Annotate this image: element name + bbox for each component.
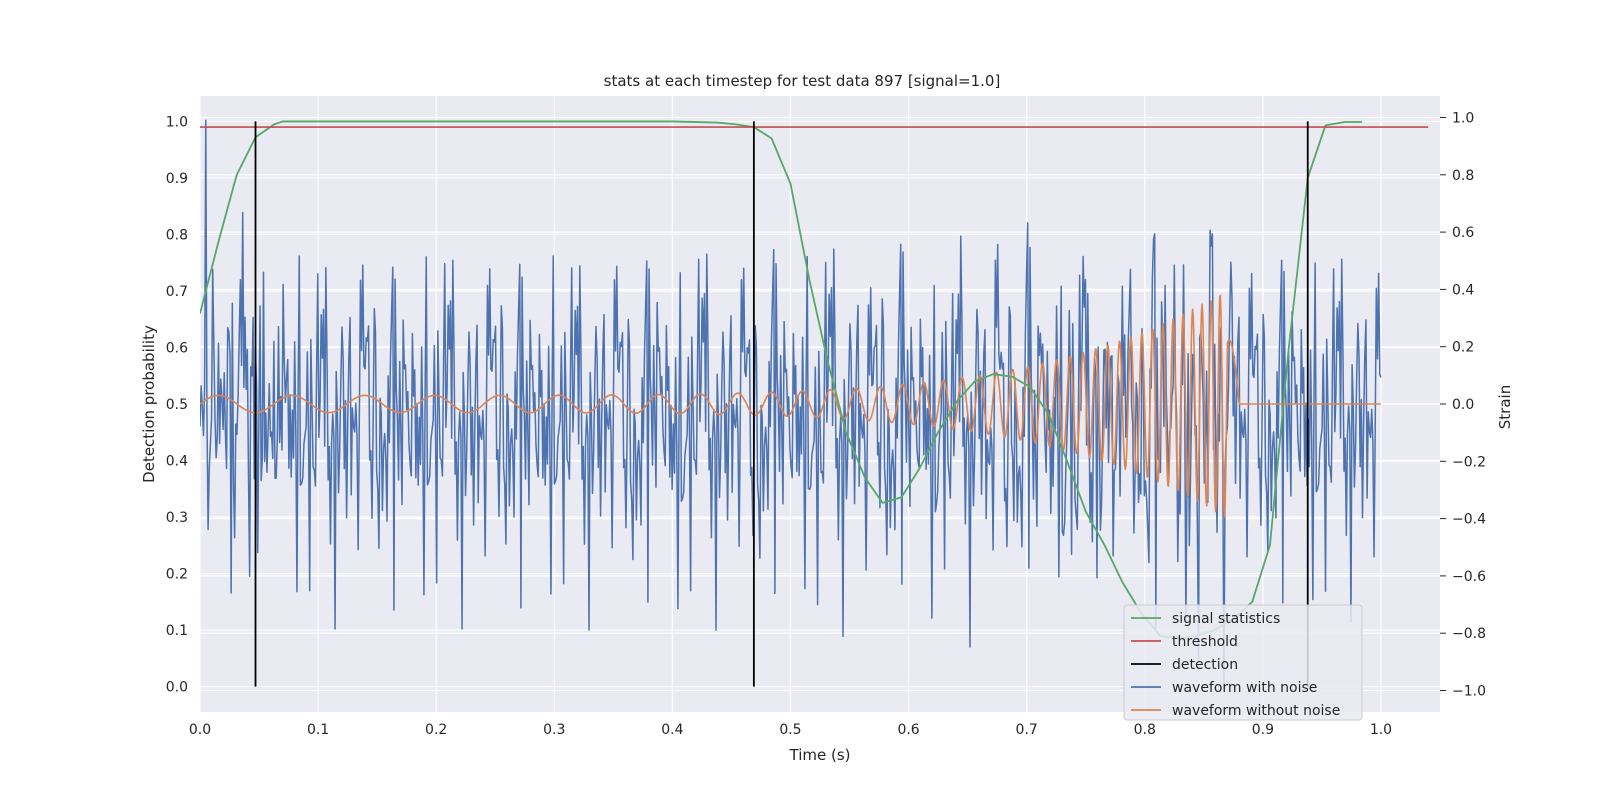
legend-label: signal statistics (1172, 611, 1280, 627)
y2-tick-label: 0.2 (1452, 340, 1474, 356)
y-tick-label: 0.3 (166, 510, 188, 526)
chart-title: stats at each timestep for test data 897… (604, 72, 1001, 90)
y-tick-label: 0.8 (166, 227, 188, 243)
x-tick-label: 0.3 (543, 722, 565, 738)
x-tick-label: 0.1 (307, 722, 329, 738)
y2-tick-label: −0.4 (1452, 512, 1486, 528)
x-axis-label: Time (s) (789, 746, 851, 764)
x-tick-label: 0.5 (779, 722, 801, 738)
y2-tick-label: 0.4 (1452, 282, 1474, 298)
x-tick-label: 0.0 (189, 722, 211, 738)
y2-tick-label: 0.0 (1452, 397, 1474, 413)
y-tick-label: 0.9 (166, 171, 188, 187)
y2-tick-label: −0.6 (1452, 569, 1486, 585)
y-tick-label: 1.0 (166, 114, 188, 130)
y-tick-label: 0.1 (166, 623, 188, 639)
x-tick-label: 0.4 (661, 722, 683, 738)
y-axis-left: 0.0 0.1 0.2 0.3 0.4 0.5 0.6 0.7 0.8 0.9 1.0 (166, 114, 188, 695)
x-tick-label: 0.8 (1134, 722, 1156, 738)
y2-tick-label: −0.8 (1452, 626, 1486, 642)
x-axis: 0.0 0.1 0.2 0.3 0.4 0.5 0.6 0.7 0.8 0.9 1.0 (189, 722, 1392, 738)
y2-axis-label: Strain (1496, 385, 1514, 429)
legend-box (1123, 604, 1363, 721)
y2-tick-label: 1.0 (1452, 110, 1474, 126)
x-tick-label: 1.0 (1370, 722, 1392, 738)
y-tick-label: 0.0 (166, 680, 188, 696)
y-tick-label: 0.4 (166, 454, 188, 470)
y-tick-label: 0.2 (166, 567, 188, 583)
x-tick-label: 0.6 (897, 722, 919, 738)
x-tick-label: 0.2 (425, 722, 447, 738)
x-tick-label: 0.9 (1252, 722, 1274, 738)
legend-label: threshold (1172, 634, 1238, 650)
y2-tick-label: 0.8 (1452, 168, 1474, 184)
waveform-without-noise-line (200, 294, 1382, 518)
legend-label: waveform with noise (1172, 680, 1317, 696)
y-tick-label: 0.6 (166, 340, 188, 356)
y2-tick-label: −0.2 (1452, 454, 1486, 470)
y2-tick-label: 0.6 (1452, 225, 1474, 241)
y-tick-label: 0.5 (166, 397, 188, 413)
y-axis-right: −1.0 −0.8 −0.6 −0.4 −0.2 0.0 0.2 0.4 0.6 0.8 1.0 (1440, 110, 1486, 700)
legend: signal statistics threshold detection wavef… (1123, 604, 1363, 721)
y-axis-label: Detection probability (140, 325, 158, 483)
legend-label: waveform without noise (1172, 703, 1340, 719)
legend-label: detection (1172, 657, 1238, 673)
x-tick-label: 0.7 (1016, 722, 1038, 738)
y-tick-label: 0.7 (166, 284, 188, 300)
y2-tick-label: −1.0 (1452, 684, 1486, 700)
